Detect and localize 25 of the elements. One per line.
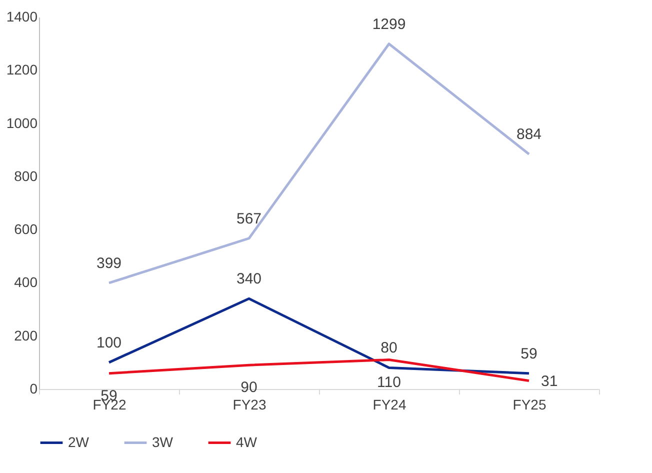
legend-label: 3W: [152, 434, 174, 450]
y-tick-label: 200: [14, 327, 38, 344]
y-tick-label: 1000: [6, 114, 38, 131]
data-label: 100: [96, 334, 122, 352]
x-tick-label: FY23: [232, 396, 266, 412]
x-tick-label: FY24: [372, 396, 406, 412]
y-tick-label: 0: [30, 380, 38, 396]
data-label: 567: [236, 210, 262, 228]
data-label: 80: [380, 340, 398, 357]
y-tick-label: 1400: [6, 8, 38, 24]
data-label: 59: [520, 345, 538, 362]
y-tick-label: 600: [14, 221, 38, 238]
x-tick-label: FY25: [512, 396, 546, 412]
data-label: 399: [96, 254, 122, 272]
data-label: 110: [377, 374, 401, 391]
legend-label: 4W: [236, 434, 258, 450]
y-tick-label: 1200: [6, 62, 38, 78]
legend-label: 2W: [68, 434, 90, 450]
y-tick-label: 400: [14, 274, 38, 290]
data-label: 1299: [372, 16, 406, 33]
y-tick-label: 800: [14, 168, 38, 184]
data-label: 884: [516, 126, 542, 144]
data-label: 31: [541, 372, 558, 390]
data-label: 90: [240, 379, 258, 396]
data-label: 340: [236, 270, 262, 288]
